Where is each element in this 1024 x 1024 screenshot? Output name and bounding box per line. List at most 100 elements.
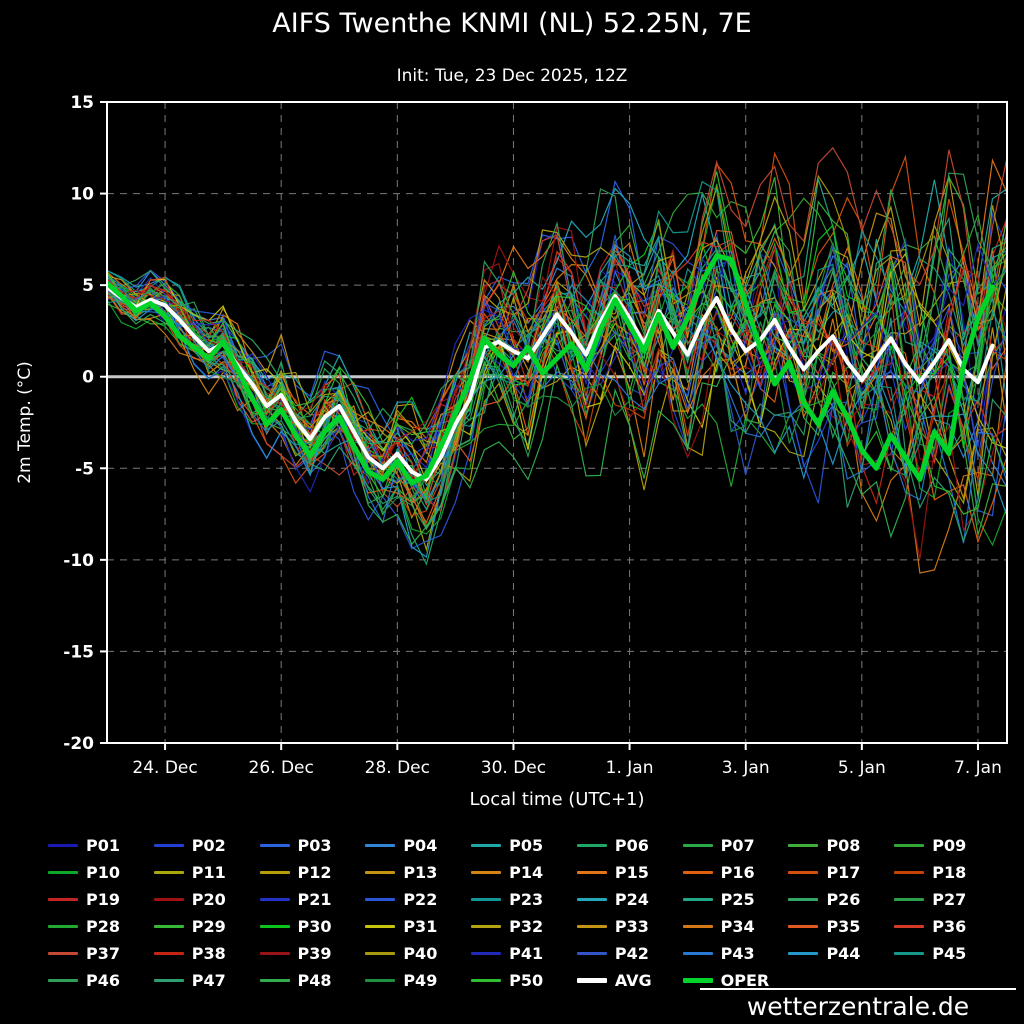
legend-label: P44 <box>826 943 861 963</box>
legend-label: P16 <box>720 862 755 882</box>
legend-item-p47: P47 <box>153 971 256 990</box>
legend-item-p11: P11 <box>153 863 256 882</box>
legend-item-p18: P18 <box>894 863 996 882</box>
legend-swatch-p28 <box>48 924 78 928</box>
legend-swatch-p42 <box>576 951 607 955</box>
legend-label: P48 <box>297 970 332 990</box>
legend-label: P41 <box>509 943 544 963</box>
legend-label: P02 <box>191 835 226 855</box>
legend-item-p33: P33 <box>576 917 679 936</box>
legend-swatch-p36 <box>894 924 925 928</box>
x-tick-label: 5. Jan <box>838 758 886 778</box>
legend-swatch-p23 <box>471 897 502 901</box>
legend-item-p43: P43 <box>682 943 785 963</box>
legend-label: P23 <box>509 889 544 909</box>
legend-swatch-avg <box>576 977 607 983</box>
legend-swatch-p37 <box>48 951 78 955</box>
legend-label: P24 <box>614 889 649 909</box>
legend-label: P38 <box>191 943 226 963</box>
x-tick-label: 30. Dec <box>481 758 546 778</box>
legend-label: P35 <box>826 916 861 936</box>
legend-label: P36 <box>932 916 967 936</box>
legend-swatch-p30 <box>259 924 290 928</box>
legend-label: P08 <box>826 835 861 855</box>
y-tick-label: -10 <box>63 551 94 571</box>
plot-frame <box>106 101 1008 744</box>
series-line-avg <box>107 285 995 482</box>
legend-swatch-p08 <box>788 843 819 847</box>
legend-item-p39: P39 <box>259 944 362 963</box>
legend-item-p06: P06 <box>576 836 679 855</box>
x-tick-label: 7. Jan <box>954 758 1002 778</box>
legend-item-p02: P02 <box>153 835 256 855</box>
legend-item-p50: P50 <box>471 970 573 990</box>
legend-label: P15 <box>614 862 649 882</box>
x-tick-label: 1. Jan <box>606 758 654 778</box>
legend-swatch-p01 <box>48 843 78 847</box>
member-line-P41 <box>107 241 1007 494</box>
legend-swatch-p41 <box>471 951 502 955</box>
legend-label: P45 <box>932 943 967 963</box>
member-line-P40 <box>107 174 1007 474</box>
legend-item-p17: P17 <box>788 862 890 882</box>
legend-label: P17 <box>826 862 861 882</box>
legend-swatch-p39 <box>259 951 290 955</box>
member-line-P44 <box>107 243 1007 559</box>
legend-label: P27 <box>932 889 967 909</box>
legend-label: P20 <box>191 889 226 909</box>
legend-item-p35: P35 <box>788 916 890 936</box>
legend-item-p42: P42 <box>576 944 679 963</box>
legend-swatch-p45 <box>894 951 925 955</box>
legend-label: P30 <box>297 916 332 936</box>
legend-swatch-p14 <box>471 870 502 874</box>
legend-swatch-p11 <box>153 870 184 874</box>
legend-item-p28: P28 <box>48 917 150 936</box>
legend-swatch-p47 <box>153 978 184 982</box>
legend-swatch-p17 <box>788 870 819 874</box>
member-line-P17 <box>107 151 1007 485</box>
ensemble-chart: -20 -15 -10 -5 0 5 10 15 24. Dec 26. Dec 28. Dec 30… <box>15 93 1008 810</box>
legend-item-p13: P13 <box>365 863 467 882</box>
legend-label: P46 <box>86 970 120 990</box>
legend-item-avg: AVG <box>576 971 679 990</box>
legend-label: P03 <box>297 835 332 855</box>
legend-swatch-p33 <box>576 924 607 928</box>
legend-item-p12: P12 <box>259 862 362 882</box>
legend-item-p30: P30 <box>259 916 362 936</box>
legend-swatch-p31 <box>365 924 396 928</box>
legend-item-p09: P09 <box>894 836 996 855</box>
member-line-P37 <box>107 146 1007 513</box>
legend-item-p44: P44 <box>788 943 890 963</box>
legend-item-p23: P23 <box>471 889 573 909</box>
legend-swatch-p25 <box>682 897 713 901</box>
member-line-P49 <box>107 242 1007 514</box>
legend-label: P50 <box>509 970 544 990</box>
legend-swatch-p46 <box>48 978 78 982</box>
legend-swatch-p02 <box>153 843 184 847</box>
legend-swatch-p29 <box>153 924 184 928</box>
legend-item-p31: P31 <box>365 916 467 936</box>
member-line-P33 <box>107 176 1007 506</box>
legend-swatch-p27 <box>894 897 925 901</box>
y-tick-label: 10 <box>70 185 94 205</box>
legend-label: P12 <box>297 862 332 882</box>
legend-swatch-p16 <box>682 870 713 874</box>
member-line-P31 <box>107 252 1007 484</box>
legend-swatch-p21 <box>259 897 290 901</box>
x-tick-label: 28. Dec <box>365 758 430 778</box>
legend-item-p05: P05 <box>471 836 573 855</box>
legend-label: P34 <box>720 916 755 936</box>
legend-swatch-p24 <box>576 897 607 901</box>
legend-label: P10 <box>86 862 120 882</box>
chart-subtitle: Init: Tue, 23 Dec 2025, 12Z <box>396 66 628 86</box>
legend-item-p48: P48 <box>259 970 362 990</box>
legend-item-p41: P41 <box>471 943 573 963</box>
legend-label: P32 <box>509 916 544 936</box>
legend-swatch-p04 <box>365 843 396 847</box>
legend-label: P31 <box>403 916 438 936</box>
watermark: wetterzentrale.de <box>746 992 970 1021</box>
legend-item-p04: P04 <box>365 836 467 855</box>
legend-label: P43 <box>720 943 755 963</box>
y-tick-label: 5 <box>82 276 94 296</box>
legend-label: P01 <box>86 835 120 855</box>
